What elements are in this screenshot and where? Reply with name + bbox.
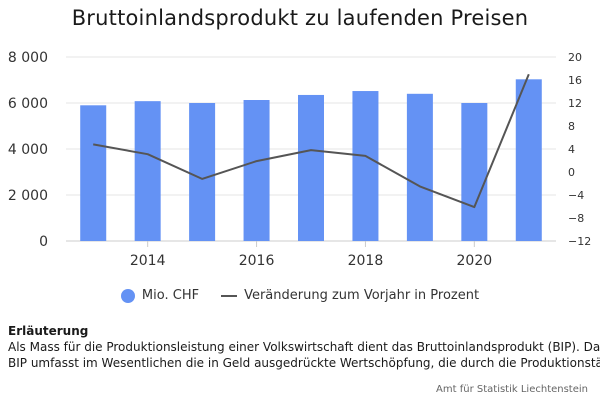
y-left-tick-label: 2 000: [8, 188, 48, 204]
y-right-tick-label: 8: [568, 120, 575, 133]
notes-heading: Erläuterung: [8, 324, 89, 338]
legend-bar-label: Mio. CHF: [141, 288, 200, 303]
y-left-tick-label: 4 000: [8, 142, 48, 158]
bar-2015[interactable]: [189, 103, 216, 241]
y-right-tick-label: −4: [568, 189, 584, 202]
y-left-tick-label: 0: [39, 234, 48, 250]
y-right-tick-label: 16: [568, 74, 582, 87]
y-right-tick-label: 20: [568, 51, 582, 64]
x-tick-label: 2020: [457, 253, 493, 269]
line-series-change[interactable]: [93, 73, 530, 209]
bar-2021[interactable]: [515, 79, 542, 241]
source-credit[interactable]: Amt für Statistik Liechtenstein: [436, 384, 588, 395]
chart-plot: 0 2 000 4 000 6 000 8 000 −12 −8 −4 0 4 8 12 16 20 2…: [8, 50, 591, 269]
bar-2016[interactable]: [243, 100, 270, 241]
notes-section: Erläuterung Als Mass für die Produktions…: [8, 324, 600, 371]
legend-line-label: Veränderung zum Vorjahr in Prozent: [244, 288, 480, 303]
y-left-tick-label: 8 000: [8, 50, 48, 66]
chart-legend: Mio. CHF Veränderung zum Vorjahr in Proz…: [0, 288, 600, 303]
x-tick-label: 2018: [348, 253, 384, 269]
notes-line-2: BIP umfasst im Wesentlichen die in Geld …: [8, 356, 600, 370]
chart-title: Bruttoinlandsprodukt zu laufenden Preise…: [71, 6, 529, 30]
y-right-tick-label: 4: [568, 143, 575, 156]
y-right-tick-label: −12: [568, 235, 591, 248]
bar-2014[interactable]: [134, 101, 161, 241]
x-tick-label: 2014: [130, 253, 166, 269]
y-right-tick-label: −8: [568, 212, 584, 225]
y-left-tick-label: 6 000: [8, 96, 48, 112]
bar-2018[interactable]: [352, 91, 379, 241]
legend-item-bars[interactable]: Mio. CHF: [120, 288, 200, 303]
bar-2013[interactable]: [80, 105, 107, 241]
bar-2019[interactable]: [406, 93, 433, 241]
y-right-tick-label: 12: [568, 97, 582, 110]
bar-2020[interactable]: [461, 103, 488, 241]
legend-line-swatch: [221, 294, 238, 297]
notes-line-1: Als Mass für die Produktionsleistung ein…: [8, 340, 600, 354]
bar-2017[interactable]: [298, 94, 324, 241]
legend-bar-swatch: [120, 288, 135, 303]
x-tick-label: 2016: [239, 253, 275, 269]
y-right-tick-label: 0: [568, 166, 575, 179]
legend-item-line[interactable]: Veränderung zum Vorjahr in Prozent: [221, 288, 479, 303]
